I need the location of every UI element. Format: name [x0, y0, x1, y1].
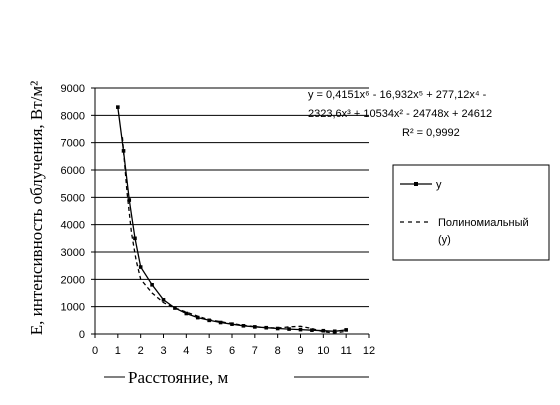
x-tick-label-12: 12 [363, 345, 375, 357]
x-tick-label-4: 4 [183, 345, 189, 357]
legend-label-poly-line-1: Полиномиальный [438, 217, 529, 229]
y-tick-label-1: 1000 [61, 302, 85, 314]
y-tick-label-0: 0 [79, 329, 85, 341]
series-0-point-14 [253, 325, 257, 329]
y-tick-label-9: 9000 [61, 83, 85, 95]
legend-label-poly: Полиномиальный (y) [438, 217, 532, 246]
series-0-point-17 [287, 327, 291, 331]
trendline-equation: y = 0,4151x⁶ - 16,932x⁵ + 277,12x⁴ - 232… [308, 89, 492, 139]
series-0-point-1 [121, 149, 126, 153]
legend-label-y: y [436, 179, 442, 191]
series-group [116, 105, 348, 334]
x-tick-label-11: 11 [340, 345, 351, 357]
series-0-point-4 [138, 265, 143, 269]
y-tick-label-4: 4000 [61, 220, 85, 232]
x-tick-label-6: 6 [229, 345, 235, 357]
y-tick-labels: 0 1000 2000 3000 4000 5000 6000 7000 8000 9000 [61, 83, 85, 341]
x-tick-label-1: 1 [115, 345, 121, 357]
series-0-point-3 [133, 236, 137, 241]
y-tick-label-3: 3000 [61, 247, 85, 259]
y-axis-label: E, интенсивность облучения, Вт/м² [27, 81, 46, 336]
series-0-point-0 [116, 105, 120, 109]
legend-box [392, 164, 550, 261]
series-0-point-19 [310, 328, 314, 332]
series-0-point-22 [344, 328, 348, 332]
gridlines [95, 87, 369, 308]
legend-label-poly-line-2: (y) [438, 234, 451, 246]
y-tick-label-7: 7000 [61, 138, 85, 150]
equation-line-2: 2323,6x³ + 10534x² - 24748x + 24612 [308, 108, 492, 120]
series-0-point-18 [298, 327, 303, 332]
x-tick-label-8: 8 [275, 345, 281, 357]
series-0-point-9 [195, 315, 200, 320]
equation-line-1: y = 0,4151x⁶ - 16,932x⁵ + 277,12x⁴ - [308, 89, 487, 101]
series-0-point-20 [321, 328, 326, 333]
legend-marker-y [414, 182, 418, 186]
equation-line-3: R² = 0,9992 [402, 127, 460, 139]
series-line-1 [121, 137, 347, 334]
series-0-point-5 [150, 283, 154, 287]
x-tick-label-3: 3 [160, 345, 166, 357]
y-tick-label-5: 5000 [61, 192, 85, 204]
axes [91, 87, 370, 338]
series-0-point-8 [184, 311, 189, 316]
legend: y Полиномиальный (y) [392, 164, 550, 261]
series-0-point-2 [127, 198, 132, 202]
x-tick-label-7: 7 [252, 345, 258, 357]
series-0-point-6 [161, 298, 166, 302]
y-tick-label-2: 2000 [61, 274, 85, 286]
x-tick-labels: 0 1 2 3 4 5 6 7 8 9 10 11 12 [92, 345, 375, 357]
y-tick-label-6: 6000 [61, 165, 85, 177]
x-tick-label-10: 10 [317, 345, 329, 357]
series-0-point-21 [332, 329, 337, 334]
series-0-point-11 [218, 320, 223, 325]
x-tick-label-2: 2 [138, 345, 144, 357]
series-0-point-7 [173, 306, 177, 310]
x-tick-label-0: 0 [92, 345, 98, 357]
x-axis-label: Расстояние, м [128, 368, 229, 387]
y-tick-label-8: 8000 [61, 110, 85, 122]
x-tick-label-5: 5 [206, 345, 212, 357]
x-tick-label-9: 9 [297, 345, 303, 357]
